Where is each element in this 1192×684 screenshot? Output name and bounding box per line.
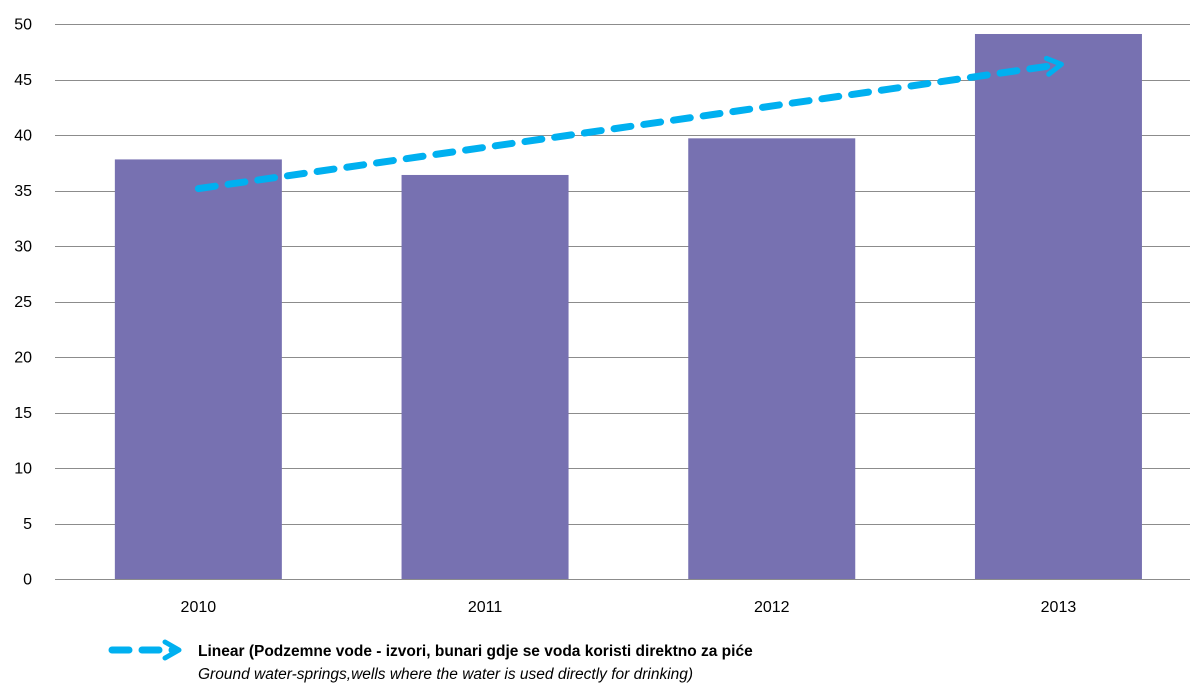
x-axis-tick-labels: 2010 2011 2012 2013 bbox=[181, 599, 1077, 616]
y-tick-label: 45 bbox=[14, 72, 32, 89]
bar-2011 bbox=[401, 174, 569, 579]
y-tick-label: 10 bbox=[14, 461, 32, 478]
x-tick-label: 2012 bbox=[754, 599, 790, 616]
legend-label: Linear (Podzemne vode - izvori, bunari g… bbox=[198, 643, 753, 660]
bar-2013 bbox=[974, 33, 1142, 580]
y-axis-tick-labels: 0 5 10 15 20 25 30 35 40 45 50 bbox=[14, 17, 32, 589]
legend-label-secondary: Ground water-springs,wells where the wat… bbox=[198, 666, 693, 683]
y-tick-label: 30 bbox=[14, 239, 32, 256]
legend-entry-trendline: Linear (Podzemne vode - izvori, bunari g… bbox=[108, 639, 753, 683]
bar-2010 bbox=[114, 159, 282, 580]
y-tick-label: 0 bbox=[23, 572, 32, 589]
x-tick-label: 2010 bbox=[181, 599, 217, 616]
y-tick-label: 25 bbox=[14, 294, 32, 311]
trendline bbox=[194, 55, 1064, 193]
y-tick-label: 35 bbox=[14, 183, 32, 200]
x-tick-label: 2011 bbox=[468, 599, 503, 616]
y-tick-label: 15 bbox=[14, 405, 32, 422]
x-tick-label: 2013 bbox=[1041, 599, 1077, 616]
y-tick-label: 5 bbox=[23, 516, 32, 533]
y-tick-label: 40 bbox=[14, 128, 32, 145]
legend: Linear (Podzemne vode - izvori, bunari g… bbox=[108, 639, 753, 683]
y-tick-label: 20 bbox=[14, 350, 32, 367]
bars bbox=[114, 33, 1142, 580]
y-tick-label: 50 bbox=[14, 17, 32, 34]
bar-2012 bbox=[688, 138, 856, 579]
